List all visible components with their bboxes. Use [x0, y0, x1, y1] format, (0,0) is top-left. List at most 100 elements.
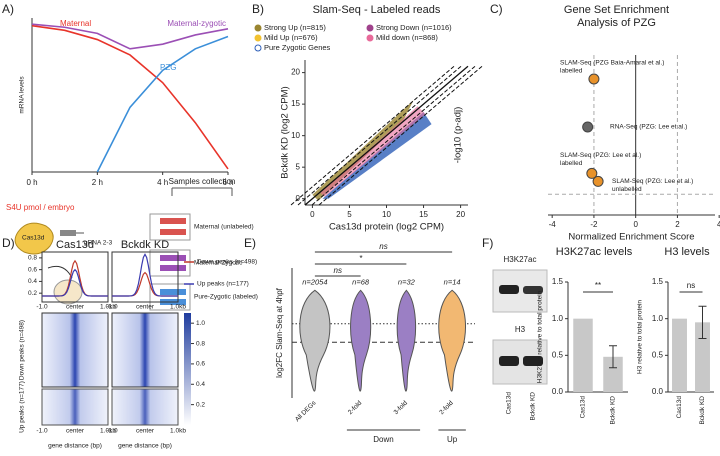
- x-tick-label: 0: [310, 210, 315, 219]
- heatmap: [111, 388, 179, 426]
- row-label: Up peaks (n=177): [19, 381, 26, 433]
- colorbar-label: 1.0: [196, 320, 205, 327]
- y-tick-label: 1.0: [552, 314, 564, 323]
- group-label: Down: [373, 435, 393, 444]
- x-tick-label: -1.0: [106, 428, 118, 435]
- x-tick-label: 1.0kb: [100, 428, 116, 435]
- heatmap: [41, 388, 109, 426]
- x-tick-label: 2 h: [92, 178, 103, 187]
- x-tick-label: Bckdk KD: [610, 396, 617, 425]
- y-tick-label: 0.8: [28, 255, 37, 262]
- colorbar: [184, 313, 191, 425]
- profile-frame: [41, 251, 109, 303]
- y-tick-label: 20: [291, 68, 300, 77]
- axis: [31, 18, 228, 173]
- x-tick-label: 2-fold: [438, 399, 455, 416]
- x-tick-label: center: [66, 304, 85, 311]
- x-tick-label: -1.0: [36, 428, 48, 435]
- profile-frame: [111, 251, 179, 303]
- chart-title: H3 levels: [664, 246, 710, 258]
- legend-swatch: [254, 24, 262, 32]
- n-label: n=14: [444, 277, 461, 286]
- x-tick-label: 1.0kb: [170, 304, 186, 311]
- violin: [438, 289, 466, 392]
- x-tick-label: 2-fold: [347, 399, 364, 416]
- point-label: RNA-Seq (PZG: Lee et al.): [610, 124, 687, 131]
- x-tick-label: 4: [717, 220, 720, 229]
- sample-label: Maternal (unlabeled): [194, 224, 254, 231]
- comparison-label: ns: [334, 266, 342, 275]
- schematic: [14, 187, 233, 311]
- bar: [573, 318, 593, 392]
- violin: [299, 289, 331, 392]
- column-title: Bckdk KD: [121, 239, 169, 251]
- bar: [603, 356, 623, 392]
- lane-label: Cas13d: [506, 392, 513, 415]
- point: [586, 167, 598, 179]
- x-tick-label: 4 h: [157, 178, 168, 187]
- x-tick-label: Cas13d: [580, 396, 587, 419]
- x-tick-label: center: [66, 428, 85, 435]
- x-tick-label: 0 h: [26, 178, 37, 187]
- x-tick-label: 1.0kb: [170, 428, 186, 435]
- error-bar: [609, 345, 617, 369]
- n-label: n=32: [398, 277, 416, 286]
- legend-swatch: [254, 34, 262, 42]
- panel-label: B): [252, 2, 264, 16]
- group-label: Up: [447, 435, 458, 444]
- comparison-label: *: [359, 254, 363, 263]
- x-tick-label: All DEGs: [294, 399, 318, 423]
- n-label: n=68: [352, 277, 370, 286]
- y-tick-label: 15: [291, 99, 300, 108]
- colorbar-label: 0.6: [196, 361, 205, 368]
- x-tick-label: center: [136, 304, 155, 311]
- chart-title: Slam-Seq - Labeled reads: [313, 4, 441, 16]
- legend-label: Mild Up (n=676): [264, 33, 318, 42]
- violin: [350, 289, 372, 392]
- point-label: SLAM-Seq (PZG Baia-Amaral et al.): [560, 60, 664, 67]
- x-tick-label: 6 h: [222, 178, 233, 187]
- y-tick-label: 0.0: [652, 387, 664, 396]
- y-tick-label: 1.5: [552, 277, 564, 286]
- x-tick-label: 5: [347, 210, 352, 219]
- lane-label: Bckdk KD: [530, 392, 537, 421]
- x-axis-label: gene distance (bp): [48, 443, 102, 450]
- collection-label: Samples collection: [169, 177, 236, 186]
- chart-title: Analysis of PZG: [577, 17, 656, 29]
- y-tick-label: 0.0: [552, 387, 564, 396]
- y-tick-label: 1.5: [652, 277, 664, 286]
- profile: [42, 268, 108, 297]
- point-label: SLAM-Seq (PZG: Lee et al.): [560, 152, 641, 159]
- y-tick-label: 0.2: [28, 290, 37, 297]
- diagonal: [290, 65, 455, 206]
- x-tick-label: -4: [549, 220, 557, 229]
- x-tick-label: -2: [590, 220, 598, 229]
- chart-title: Gene Set Enrichment: [564, 4, 669, 16]
- legend-label: Pure Zygotic Genes: [264, 43, 331, 52]
- y-tick-label: 0: [296, 194, 301, 203]
- legend-label: Up peaks (n=177): [197, 281, 249, 288]
- panel-label: E): [244, 236, 256, 250]
- significance-label: ns: [687, 281, 695, 290]
- x-tick-label: 2: [675, 220, 680, 229]
- panel-label: F): [482, 236, 493, 250]
- y-axis-label: -log10 (p-adj): [453, 107, 464, 164]
- sample-label: Pure-Zygotic (labeled): [194, 294, 258, 301]
- point: [582, 121, 594, 133]
- legend-label: Strong Down (n=1016): [376, 23, 452, 32]
- x-axis-label: Cas13d protein (log2 CPM): [329, 222, 444, 233]
- band-label: H3: [515, 325, 526, 334]
- point-label: labelled: [560, 68, 583, 75]
- x-tick-label: -1.0: [36, 304, 48, 311]
- y-axis-label: mRNA levels: [19, 76, 26, 114]
- point-label: unlabelled: [612, 186, 642, 193]
- panel-label: C): [490, 2, 503, 16]
- n-label: n=2054: [302, 277, 327, 286]
- profile: [112, 253, 178, 297]
- y-axis-label: H3K27ac relative to total protein: [537, 290, 544, 383]
- diagonal: [304, 65, 469, 206]
- y-tick-label: 1.0: [652, 314, 664, 323]
- violin: [396, 289, 417, 392]
- heatmap: [41, 312, 109, 388]
